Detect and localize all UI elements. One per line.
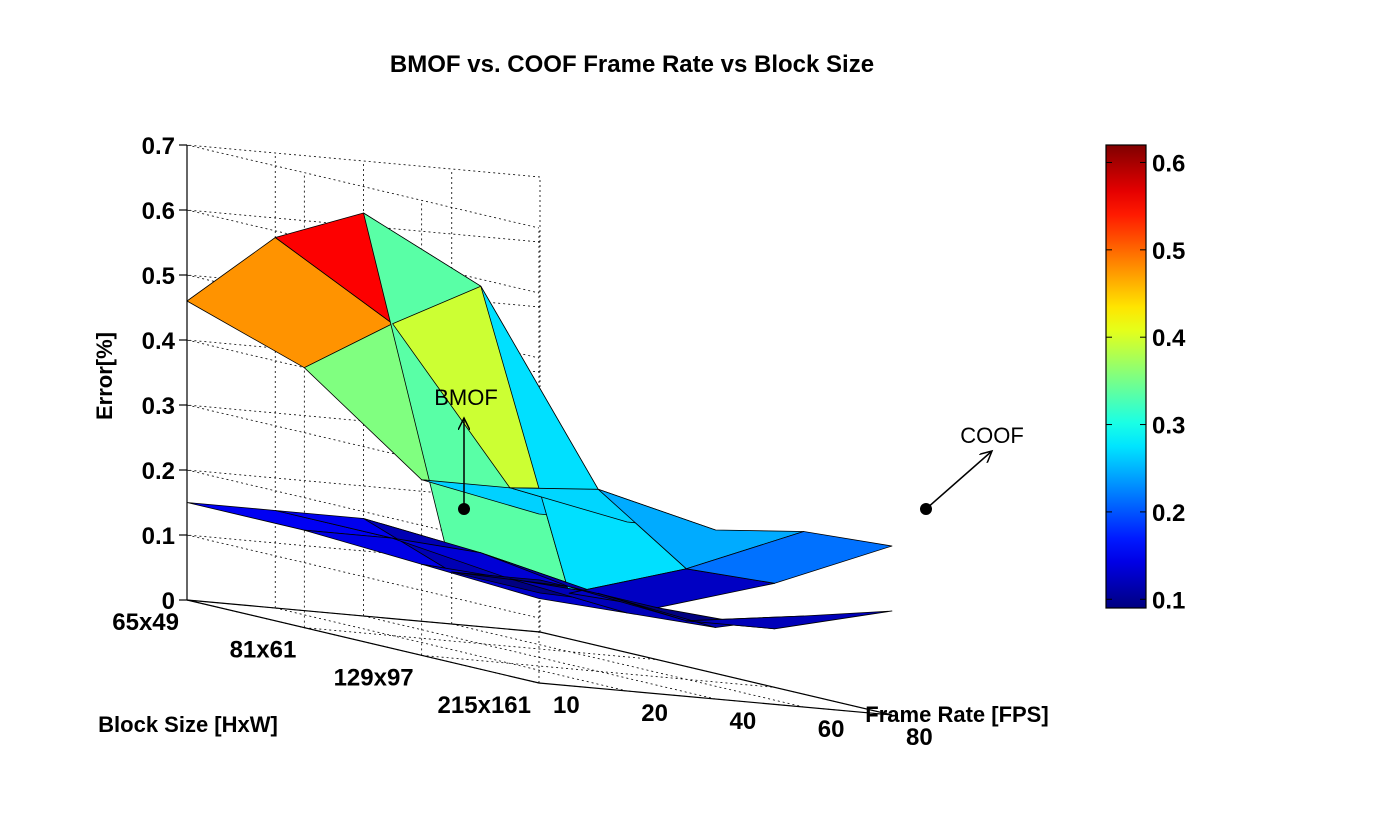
z-tick-label: 0.7 bbox=[142, 133, 175, 160]
bmof-surface-face bbox=[686, 531, 893, 584]
z-tick-label: 0.4 bbox=[142, 328, 176, 355]
colorbar: 0.1 0.2 0.3 0.4 0.5 0.6 bbox=[1105, 144, 1186, 614]
y-tick-label: 81x61 bbox=[230, 637, 297, 664]
z-tick-label: 0.3 bbox=[142, 393, 175, 420]
x-tick-label: 80 bbox=[906, 724, 933, 751]
coof-arrow bbox=[925, 451, 992, 510]
z-tick-label: 0 bbox=[162, 588, 175, 615]
axis-layer: 0 0.1 0.2 0.3 0.4 0.5 0.6 0.7 65x49 81x61 129x97 21… bbox=[112, 133, 932, 751]
colorbar-bar bbox=[1105, 144, 1147, 609]
chart-title: BMOF vs. COOF Frame Rate vs Block Size bbox=[390, 51, 874, 78]
y-tick-label: 129x97 bbox=[334, 664, 414, 691]
grid-line bbox=[363, 615, 716, 700]
x-axis-label: Frame Rate [FPS] bbox=[865, 702, 1048, 727]
z-axis-label: Error[%] bbox=[92, 332, 117, 420]
x-tick-label: 40 bbox=[729, 708, 756, 735]
x-axis-line bbox=[539, 631, 893, 716]
colorbar-tick-label: 0.5 bbox=[1152, 238, 1185, 265]
y-axis-floor-line bbox=[186, 599, 540, 684]
y-axis-label: Block Size [HxW] bbox=[98, 712, 278, 737]
bmof-label: BMOF bbox=[434, 385, 498, 410]
x-axis-floor-line bbox=[186, 599, 541, 633]
grid-line bbox=[186, 534, 541, 619]
z-tick-label: 0.1 bbox=[142, 523, 175, 550]
grid-line bbox=[275, 607, 628, 692]
colorbar-tick-label: 0.6 bbox=[1152, 150, 1185, 177]
surface-layer bbox=[186, 212, 893, 630]
y-axis-line bbox=[538, 682, 893, 716]
grid-line bbox=[421, 654, 775, 688]
x-tick-label: 60 bbox=[818, 716, 845, 743]
y-tick-label: 65x49 bbox=[112, 609, 179, 636]
colorbar-tick-label: 0.4 bbox=[1152, 325, 1186, 352]
z-tick-label: 0.5 bbox=[142, 263, 175, 290]
colorbar-tick-label: 0.2 bbox=[1152, 500, 1185, 527]
coof-surface-face bbox=[686, 610, 893, 630]
annotation-layer: BMOF COOF bbox=[434, 385, 1024, 515]
x-tick-label: 10 bbox=[553, 692, 580, 719]
z-tick-label: 0.2 bbox=[142, 458, 175, 485]
colorbar-tick-label: 0.3 bbox=[1152, 413, 1185, 440]
coof-label: COOF bbox=[960, 423, 1024, 448]
grid-line bbox=[304, 627, 658, 661]
x-tick-label: 20 bbox=[641, 700, 668, 727]
colorbar-tick-label: 0.1 bbox=[1152, 587, 1185, 614]
grid-line bbox=[186, 469, 541, 554]
grid-line bbox=[451, 623, 804, 708]
grid-line bbox=[186, 144, 541, 229]
z-tick-label: 0.6 bbox=[142, 198, 175, 225]
y-tick-label: 215x161 bbox=[438, 692, 531, 719]
